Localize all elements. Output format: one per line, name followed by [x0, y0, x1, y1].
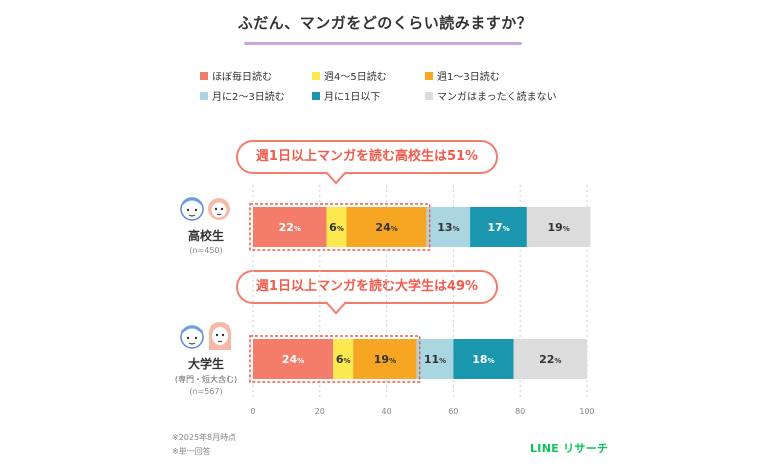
group-sample-size: (n=567): [189, 387, 223, 396]
group-label-high-school: 高校生 (n=450): [166, 227, 246, 255]
x-tick-label: 80: [515, 407, 525, 416]
bar-segment: [253, 207, 327, 247]
avatar-high-school-boy: [180, 197, 204, 221]
bar-segment: [470, 207, 527, 247]
avatar-high-school-girl: [208, 198, 230, 220]
footnote-date: ※2025年8月時点: [172, 433, 237, 442]
x-tick-label: 100: [579, 407, 594, 416]
bar-segment: [526, 207, 591, 247]
bar-value-label: 17%: [487, 221, 509, 234]
legend-label: 週4～5日読む: [324, 72, 387, 83]
bar-segment: [253, 339, 334, 379]
callout-tail-high-school: [326, 171, 346, 185]
bar-segment: [346, 207, 427, 247]
legend-swatch: [200, 91, 208, 100]
group-name: 高校生: [187, 229, 224, 243]
bar-segment: [333, 339, 354, 379]
group-sample-size: (n=450): [189, 246, 223, 255]
brand-logo: LINE リサーチ: [530, 442, 609, 455]
legend-item-1-monthly: 月に1日以下: [312, 88, 380, 103]
group-label-university: 大学生 (専門・短大含む) (n=567): [166, 355, 246, 396]
legend-swatch: [312, 71, 320, 80]
callout-university: 週1日以上マンガを読む大学生は49%: [236, 270, 498, 304]
legend-swatch: [312, 91, 320, 100]
weekly-highlight-box: [249, 335, 421, 383]
bar-segment: [416, 339, 454, 379]
legend-swatch: [425, 71, 433, 80]
legend-item-1-3-days: 週1～3日読む: [425, 68, 500, 83]
legend-label: 週1～3日読む: [437, 72, 500, 83]
x-tick-label: 40: [382, 407, 392, 416]
bar-value-label: 24%: [375, 221, 397, 234]
legend-item-never: マンガはまったく読まない: [425, 88, 557, 103]
avatar-university-boy: [180, 325, 204, 349]
legend-label: 月に2～3日読む: [212, 92, 285, 103]
footnote-single-answer: ※単一回答: [172, 447, 211, 456]
bar-value-label: 22%: [539, 353, 561, 366]
bar-segment: [326, 207, 347, 247]
bar-value-label: 24%: [282, 353, 304, 366]
bar-segment: [426, 207, 471, 247]
legend-item-2-3-monthly: 月に2～3日読む: [200, 88, 285, 103]
legend-item-daily: ほぼ毎日読む: [200, 68, 272, 83]
x-tick-label: 60: [448, 407, 458, 416]
chart-title: ふだん、マンガをどのくらい読みますか？: [237, 14, 533, 32]
legend-label: 月に1日以下: [324, 92, 381, 103]
bar-value-label: 6%: [336, 353, 351, 366]
bar-value-label: 22%: [279, 221, 301, 234]
bar-segment: [353, 339, 417, 379]
callout-high-school: 週1日以上マンガを読む高校生は51%: [236, 140, 498, 174]
x-tick-label: 20: [315, 407, 325, 416]
legend-item-4-5-days: 週4～5日読む: [312, 68, 387, 83]
group-name: 大学生: [187, 357, 224, 371]
legend-label: ほぼ毎日読む: [212, 72, 272, 83]
weekly-highlight-box: [249, 203, 431, 251]
bar-segment: [513, 339, 587, 379]
avatar-university-girl: [209, 322, 231, 350]
legend-label: マンガはまったく読まない: [437, 92, 557, 103]
bar-value-label: 11%: [424, 353, 446, 366]
title-underline: [244, 42, 522, 45]
bar-value-label: 19%: [547, 221, 569, 234]
group-subtitle: (専門・短大含む): [174, 375, 238, 384]
bar-value-label: 13%: [437, 221, 459, 234]
bar-value-label: 19%: [374, 353, 396, 366]
legend-swatch: [200, 71, 208, 80]
callout-tail-university: [326, 301, 346, 315]
bar-segment: [453, 339, 514, 379]
x-tick-label: 0: [250, 407, 255, 416]
legend-swatch: [425, 91, 433, 100]
bar-value-label: 6%: [329, 221, 344, 234]
bar-value-label: 18%: [472, 353, 494, 366]
